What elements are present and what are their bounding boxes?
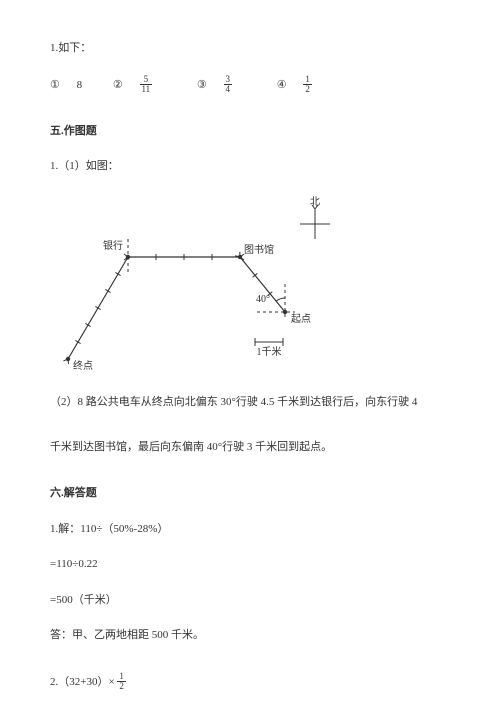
fraction: 1 2 — [303, 75, 326, 94]
svg-text:图书馆: 图书馆 — [244, 243, 274, 256]
route-svg: 北 40° 银行 图书馆起点终点 1千米 — [50, 194, 360, 374]
s6-q1-l3: =500（千米） — [50, 592, 450, 610]
svg-text:1千米: 1千米 — [257, 345, 282, 358]
s6-q1-l1: 1.解：110÷（50%-28%） — [50, 521, 450, 539]
answer-item-4: ④ 1 2 — [277, 79, 340, 91]
section6-title: 六.解答题 — [50, 485, 450, 503]
denominator: 11 — [140, 85, 153, 94]
fraction: 1 2 — [117, 672, 126, 691]
s6-q2-prefix: 2.（32+30）× — [50, 676, 117, 688]
fraction: 5 11 — [140, 75, 167, 94]
q1-answers: ① 8 ② 5 11 ③ 3 4 ④ 1 2 — [50, 76, 450, 95]
denominator: 4 — [224, 85, 233, 94]
fraction: 3 4 — [224, 75, 247, 94]
denominator: 2 — [303, 85, 312, 94]
answer-item-2: ② 5 11 — [113, 79, 183, 91]
s6-q1-l4: 答：甲、乙两地相距 500 千米。 — [50, 627, 450, 645]
answer-value: 8 — [77, 79, 83, 91]
section5-title: 五.作图题 — [50, 123, 450, 141]
answer-item-3: ③ 3 4 — [197, 79, 263, 91]
svg-text:银行: 银行 — [103, 239, 123, 252]
section5-answer-a: （2）8 路公共电车从终点向北偏东 30°行驶 4.5 千米到达银行后，向东行驶… — [50, 394, 450, 412]
marker: ④ — [277, 77, 287, 95]
s6-q2: 2.（32+30）× 1 2 — [50, 673, 450, 692]
route-diagram: 北 40° 银行 图书馆起点终点 1千米 — [50, 194, 450, 374]
marker: ③ — [197, 77, 207, 95]
section5-answer-b: 千米到达图书馆，最后向东偏南 40°行驶 3 千米回到起点。 — [50, 439, 450, 457]
svg-text:北: 北 — [310, 196, 320, 208]
svg-text:40°: 40° — [256, 294, 270, 305]
q1-intro: 1.如下： — [50, 40, 450, 58]
answer-item-1: ① 8 — [50, 79, 99, 91]
svg-text:起点: 起点 — [291, 313, 311, 325]
marker: ① — [50, 77, 60, 95]
marker: ② — [113, 77, 123, 95]
s6-q1-l2: =110÷0.22 — [50, 556, 450, 574]
section5-q1-label: 1.（1）如图： — [50, 158, 450, 176]
svg-text:终点: 终点 — [73, 359, 93, 372]
denominator: 2 — [117, 682, 126, 691]
